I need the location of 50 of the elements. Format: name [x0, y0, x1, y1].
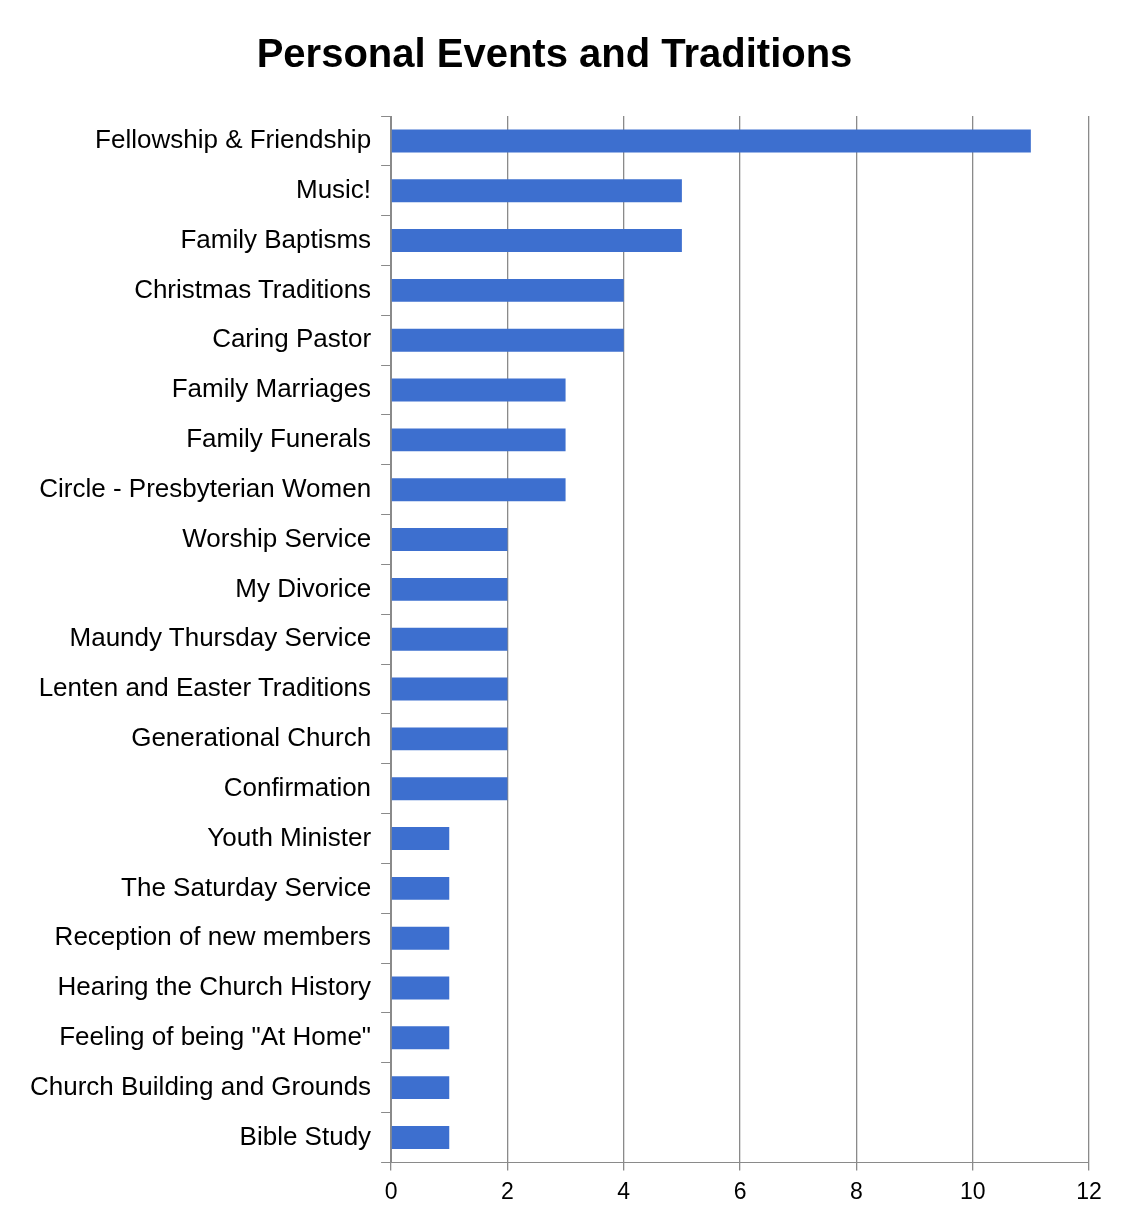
bar: [391, 1126, 450, 1149]
bar: [391, 777, 508, 801]
bar: [391, 876, 450, 900]
bar: [391, 727, 508, 751]
y-tick-label: Circle - Presbyterian Women: [39, 472, 372, 503]
y-tick-label: My Divorice: [235, 572, 372, 603]
chart-title: Personal Events and Traditions: [256, 31, 853, 76]
y-tick-label: Generational Church: [131, 722, 372, 753]
y-tick-label: Reception of new members: [54, 921, 372, 952]
x-tick-label: 8: [849, 1177, 863, 1204]
y-tick-label: Family Marriages: [171, 373, 372, 404]
y-tick-label: Confirmation: [223, 771, 372, 802]
y-tick-label: Family Baptisms: [180, 223, 372, 254]
y-tick-label: Family Funerals: [186, 423, 372, 454]
bar: [391, 229, 682, 253]
bar: [391, 1026, 450, 1050]
bar: [391, 179, 682, 203]
bar: [391, 478, 566, 502]
x-tick-label: 10: [959, 1177, 986, 1204]
bar: [391, 528, 508, 551]
bar: [391, 378, 566, 402]
y-tick-label: Caring Pastor: [212, 323, 372, 354]
y-tick-label: Music!: [295, 173, 372, 204]
y-tick-label: Lenten and Easter Traditions: [38, 672, 372, 703]
bar: [391, 976, 450, 1000]
y-tick-label: Maundy Thursday Service: [69, 622, 372, 653]
bar: [391, 577, 508, 601]
y-tick-label: Worship Service: [182, 522, 372, 553]
bar: [391, 827, 450, 850]
y-tick-label: Christmas Traditions: [134, 273, 372, 304]
y-tick-label: Feeling of being "At Home": [59, 1021, 372, 1051]
y-tick-label: Church Building and Grounds: [29, 1070, 372, 1101]
x-tick-label: 2: [501, 1177, 514, 1204]
bar: [391, 1076, 450, 1100]
bar: [391, 278, 624, 302]
bar: [391, 428, 566, 452]
bar: [391, 926, 450, 950]
y-tick-label: Hearing the Church History: [57, 971, 372, 1002]
y-tick-label: Fellowship & Friendship: [95, 124, 372, 155]
bar: [391, 677, 508, 701]
x-tick-label: 12: [1076, 1177, 1102, 1204]
y-tick-label: Youth Minister: [207, 821, 372, 852]
y-tick-label: The Saturday Service: [121, 871, 372, 902]
x-tick-label: 0: [384, 1177, 398, 1204]
bar: [391, 129, 1031, 153]
x-tick-label: 6: [733, 1177, 747, 1204]
x-tick-label: 4: [617, 1177, 631, 1204]
y-tick-label: Bible Study: [239, 1120, 372, 1151]
bar: [391, 328, 624, 352]
bar: [391, 627, 508, 651]
